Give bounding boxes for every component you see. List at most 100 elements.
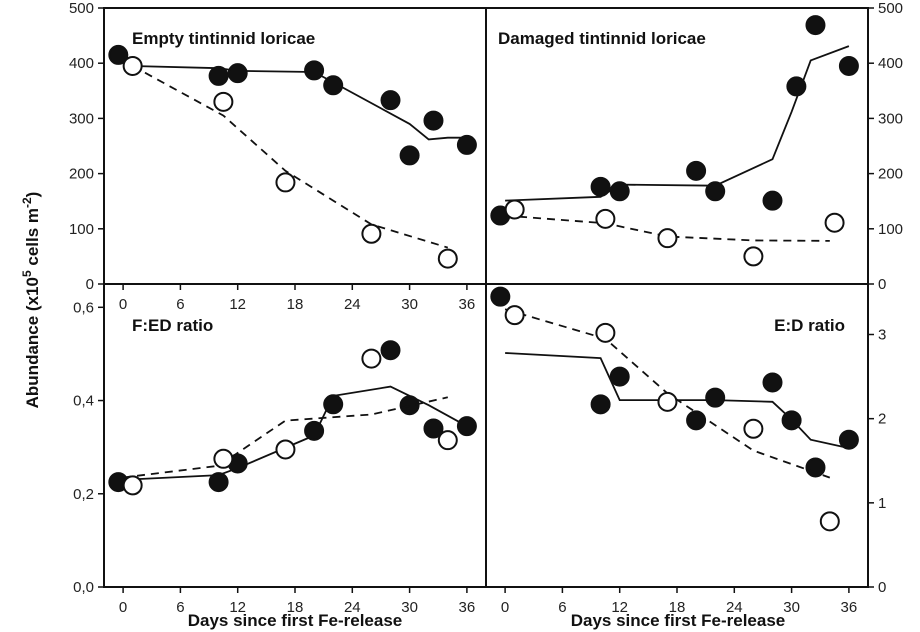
- x-tick-label: 36: [459, 296, 476, 313]
- data-point-open: [361, 223, 382, 244]
- data-point-filled: [380, 90, 401, 111]
- x-tick-label: 12: [229, 296, 246, 313]
- data-point-filled: [456, 416, 477, 437]
- data-point-filled: [705, 181, 726, 202]
- data-point-filled: [838, 429, 859, 450]
- data-point-filled: [208, 472, 229, 493]
- data-point-filled: [304, 60, 325, 81]
- x-tick-label: 30: [401, 599, 418, 616]
- data-point-filled: [590, 394, 611, 415]
- x-tick-label: 24: [726, 599, 743, 616]
- data-point-filled: [323, 394, 344, 415]
- data-point-filled: [686, 410, 707, 431]
- y-tick-label: 500: [878, 0, 903, 17]
- panel-title: Damaged tintinnid loricae: [498, 29, 706, 48]
- data-point-open: [122, 475, 143, 496]
- data-point-open: [743, 418, 764, 439]
- data-point-filled: [399, 145, 420, 166]
- x-tick-label: 6: [176, 296, 184, 313]
- data-point-filled: [323, 75, 344, 96]
- panel-2: 0 100 200 300 400 500 Damaged tintinnid lorica…: [485, 0, 903, 293]
- data-point-filled: [781, 410, 802, 431]
- data-point-filled: [380, 340, 401, 361]
- data-point-filled: [609, 366, 630, 387]
- data-point-open: [361, 348, 382, 369]
- y-axis-label-part: Abundance (x10: [23, 277, 42, 408]
- x-tick-label: 36: [459, 599, 476, 616]
- data-point-filled: [423, 418, 444, 439]
- y-tick-label: 100: [878, 221, 903, 238]
- y-tick-label: 200: [878, 166, 903, 183]
- data-point-open: [504, 305, 525, 326]
- data-point-open: [595, 208, 616, 229]
- y-tick-label: 100: [69, 221, 94, 238]
- data-point-filled: [762, 190, 783, 211]
- y-tick-label: 400: [69, 55, 94, 72]
- data-point-filled: [423, 110, 444, 131]
- data-point-filled: [805, 15, 826, 36]
- data-point-filled: [786, 76, 807, 97]
- y-tick-label: 0,4: [73, 393, 94, 410]
- y-tick-label: 500: [69, 0, 94, 17]
- y-tick-label: 0,6: [73, 299, 94, 316]
- data-point-open: [213, 91, 234, 112]
- y-tick-label: 300: [878, 110, 903, 127]
- data-point-filled: [490, 286, 511, 307]
- panel-frame: [485, 7, 869, 285]
- panel-3: 0,0 0,2 0,4 0,6 0 6 12 18 24 30 36 F:ED ratio: [73, 283, 487, 616]
- y-tick-label: 300: [69, 110, 94, 127]
- data-point-open: [657, 228, 678, 249]
- x-tick-label: 6: [558, 599, 566, 616]
- y-tick-label: 0: [878, 579, 886, 596]
- panel-title: F:ED ratio: [132, 316, 213, 335]
- y-axis-label-part: ): [23, 192, 42, 198]
- y-axis-label-part: cells m: [23, 208, 42, 270]
- data-point-open: [437, 248, 458, 269]
- trend-line-solid: [505, 45, 850, 202]
- data-point-filled: [108, 44, 129, 65]
- panel-frame: [103, 7, 487, 285]
- data-point-filled: [838, 55, 859, 76]
- y-tick-label: 1: [878, 495, 886, 512]
- panel-1: 0 100 200 300 400 500 0 6 12 18 24 30 36 Empty tintin…: [69, 0, 487, 313]
- data-point-open: [275, 439, 296, 460]
- data-point-filled: [805, 457, 826, 478]
- y-tick-label: 400: [878, 55, 903, 72]
- x-tick-label: 18: [287, 296, 304, 313]
- x-tick-label: 30: [783, 599, 800, 616]
- x-tick-label: 0: [501, 599, 509, 616]
- data-point-open: [504, 199, 525, 220]
- y-tick-label: 0: [86, 276, 94, 293]
- y-axis-label-sup: 5: [20, 270, 34, 277]
- data-point-open: [437, 430, 458, 451]
- data-point-open: [122, 55, 143, 76]
- data-point-filled: [705, 387, 726, 408]
- data-point-open: [743, 246, 764, 267]
- data-point-open: [819, 511, 840, 532]
- x-tick-label: 6: [176, 599, 184, 616]
- x-tick-label: 18: [669, 599, 686, 616]
- x-tick-label: 0: [119, 296, 127, 313]
- y-axis-label-sup: -2: [20, 197, 34, 208]
- y-tick-label: 0: [878, 276, 886, 293]
- panel-title: Empty tintinnid loricae: [132, 29, 315, 48]
- data-point-filled: [762, 372, 783, 393]
- x-tick-label: 18: [287, 599, 304, 616]
- x-tick-label: 24: [344, 296, 361, 313]
- data-point-filled: [590, 176, 611, 197]
- trend-line-dashed: [132, 65, 449, 249]
- trend-line-dashed: [122, 396, 448, 479]
- data-point-filled: [399, 395, 420, 416]
- x-tick-label: 24: [344, 599, 361, 616]
- data-point-filled: [686, 160, 707, 181]
- trend-line-solid: [132, 65, 467, 141]
- x-tick-label: 36: [841, 599, 858, 616]
- data-point-open: [213, 448, 234, 469]
- trend-line-solid: [505, 352, 850, 449]
- data-point-open: [275, 172, 296, 193]
- y-tick-label: 200: [69, 166, 94, 183]
- x-tick-label: 30: [401, 296, 418, 313]
